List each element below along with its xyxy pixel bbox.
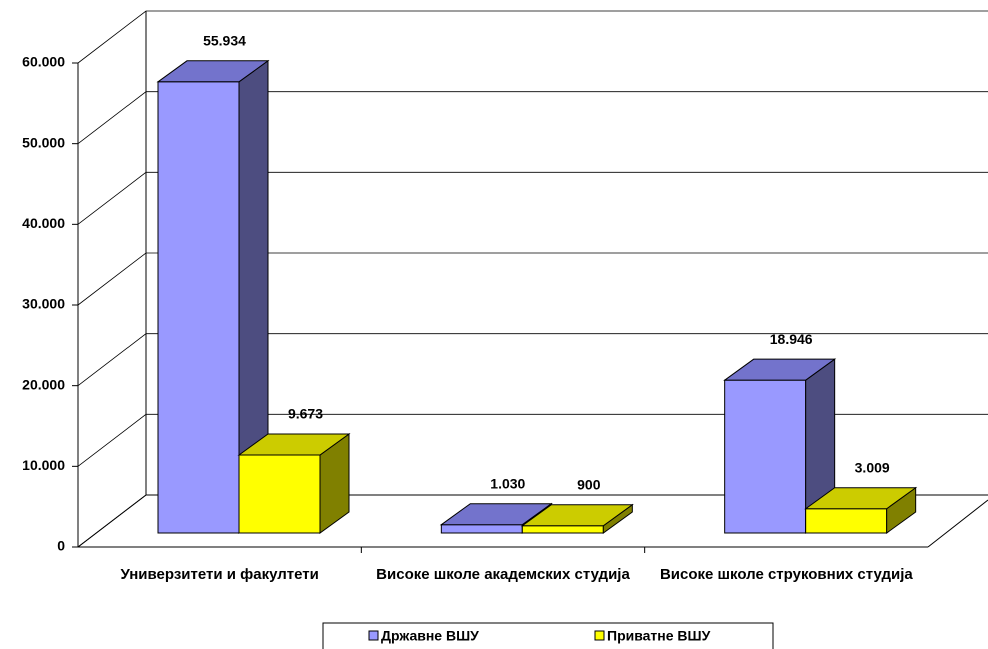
bar-front	[724, 379, 807, 534]
bar-top	[804, 487, 918, 510]
x-tick-label: Високе школе струковних студија	[659, 566, 913, 583]
x-tick-label: Високе школе академских студија	[376, 566, 630, 583]
grid-line	[77, 333, 988, 386]
y-tick-label: 40.000	[22, 215, 65, 231]
bar-front	[238, 454, 321, 534]
grid-line	[77, 494, 988, 548]
grid-line	[77, 171, 988, 225]
bar-top	[237, 433, 351, 456]
bar-top	[520, 504, 634, 527]
bar-top	[156, 60, 270, 83]
bar-top	[723, 358, 837, 381]
y-tick-label: 30.000	[22, 296, 65, 312]
grid-line	[77, 413, 988, 467]
legend-swatch	[594, 630, 605, 641]
y-tick-label: 60.000	[22, 54, 65, 70]
y-tick-label: 20.000	[22, 376, 65, 392]
y-tick-label: 10.000	[22, 457, 65, 473]
bar-front	[440, 524, 523, 534]
legend-swatch	[368, 630, 379, 641]
x-tick-label: Универзитети и факултети	[120, 566, 319, 583]
bar-front	[157, 81, 240, 534]
grid-line	[77, 91, 988, 144]
value-label: 3.009	[855, 459, 890, 475]
grid-line	[77, 252, 988, 306]
value-label: 900	[577, 476, 601, 492]
value-label: 55.934	[203, 33, 246, 49]
bar-front	[521, 525, 604, 534]
value-label: 9.673	[288, 406, 323, 422]
legend-box	[322, 622, 774, 649]
grid-line	[77, 10, 988, 64]
y-tick-label: 0	[57, 538, 65, 554]
bar-front	[805, 508, 888, 534]
bar-top	[439, 503, 553, 526]
value-label: 1.030	[490, 475, 525, 491]
y-tick-label: 50.000	[22, 134, 65, 150]
legend-label: Државне ВШУ	[381, 628, 479, 644]
value-label: 18.946	[770, 331, 813, 347]
legend-label: Приватне ВШУ	[607, 628, 711, 644]
